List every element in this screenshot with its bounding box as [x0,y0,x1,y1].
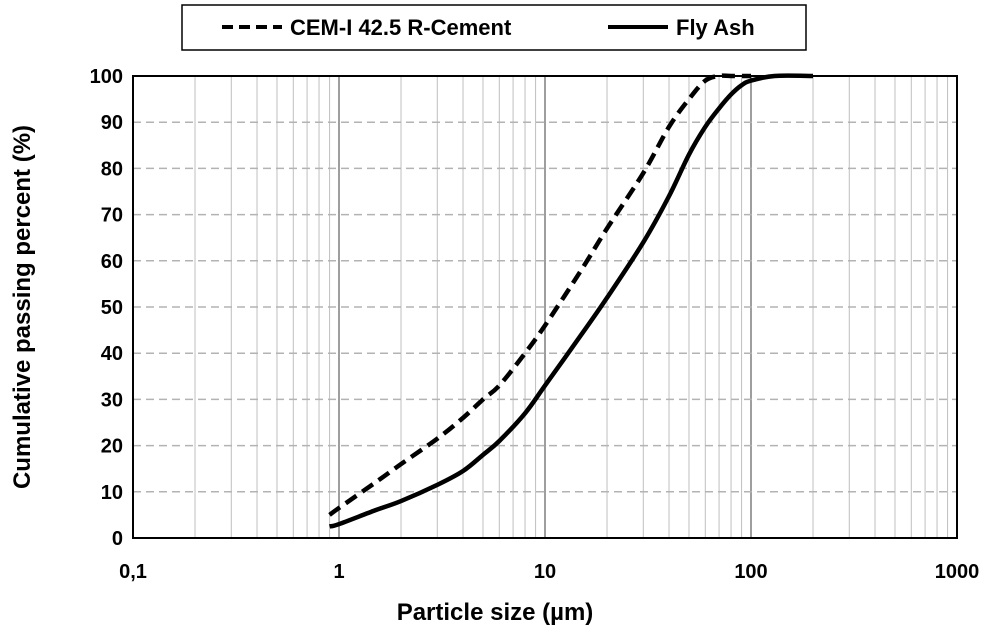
legend: CEM-I 42.5 R-Cement Fly Ash [181,4,807,51]
y-axis-title: Cumulative passing percent (%) [9,125,36,489]
y-tick-label: 30 [101,389,123,411]
x-tick-label: 0,1 [119,561,147,583]
legend-label-cement: CEM-I 42.5 R-Cement [290,15,512,40]
x-tick-labels: 0,1 1 10 100 1000 [119,561,979,583]
y-tick-label: 100 [90,66,123,88]
x-tick-label: 1000 [935,561,980,583]
y-tick-label: 50 [101,297,123,319]
series-layer [328,73,814,529]
x-tick-label: 10 [534,561,556,583]
y-tick-label: 70 [101,205,123,227]
x-tick-label: 1 [333,561,344,583]
x-tick-label: 100 [734,561,767,583]
y-tick-label: 0 [112,528,123,550]
y-tick-labels: 0 10 20 30 40 50 60 70 80 90 100 [90,66,123,550]
y-tick-label: 60 [101,251,123,273]
gridlines [132,76,957,538]
x-axis-title: Particle size (µm) [397,599,594,626]
y-tick-label: 40 [101,343,123,365]
y-tick-label: 20 [101,436,123,458]
legend-box [181,4,807,51]
y-tick-label: 10 [101,482,123,504]
legend-label-flyash: Fly Ash [676,15,755,40]
y-tick-label: 90 [101,112,123,134]
plot-area-frame [132,75,958,539]
y-tick-label: 80 [101,158,123,180]
series-line-flyash [329,73,814,529]
series-line-cement [328,73,751,517]
